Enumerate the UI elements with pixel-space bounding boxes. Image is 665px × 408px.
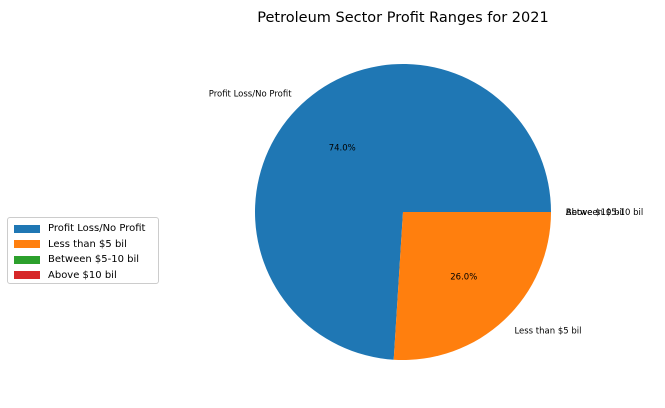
- legend-label: Less than $5 bil: [48, 238, 127, 250]
- legend-swatch: [14, 271, 40, 280]
- pie-slice: [255, 64, 551, 360]
- pie-slices: [255, 64, 552, 360]
- pie-slice: [393, 212, 552, 360]
- legend-label: Profit Loss/No Profit: [48, 223, 146, 235]
- legend-swatch: [14, 255, 40, 264]
- slice-label: Profit Loss/No Profit: [209, 89, 292, 99]
- slice-percent-label: 74.0%: [329, 143, 356, 153]
- chart-title: Petroleum Sector Profit Ranges for 2021: [257, 10, 548, 26]
- legend-label: Above $10 bil: [48, 269, 117, 281]
- chart-legend: Profit Loss/No Profit Less than $5 bil B…: [7, 217, 159, 284]
- slice-label: Above $10 bil: [566, 208, 624, 218]
- pie-labels: Profit Loss/No Profit 74.0% Less than $5 b…: [209, 89, 643, 336]
- legend-item-above-10: Above $10 bil: [14, 268, 158, 284]
- legend-item-profit-loss: Profit Loss/No Profit: [14, 221, 158, 237]
- legend-item-less-than-5: Less than $5 bil: [14, 237, 158, 253]
- legend-swatch: [14, 240, 40, 249]
- slice-label: Less than $5 bil: [514, 327, 581, 337]
- legend-swatch: [14, 224, 40, 233]
- legend-label: Between $5-10 bil: [48, 254, 140, 266]
- slice-label: Between $5-10 bil: [566, 208, 643, 218]
- slice-percent-label: 26.0%: [450, 273, 477, 283]
- legend-item-between-5-10: Between $5-10 bil: [14, 252, 158, 268]
